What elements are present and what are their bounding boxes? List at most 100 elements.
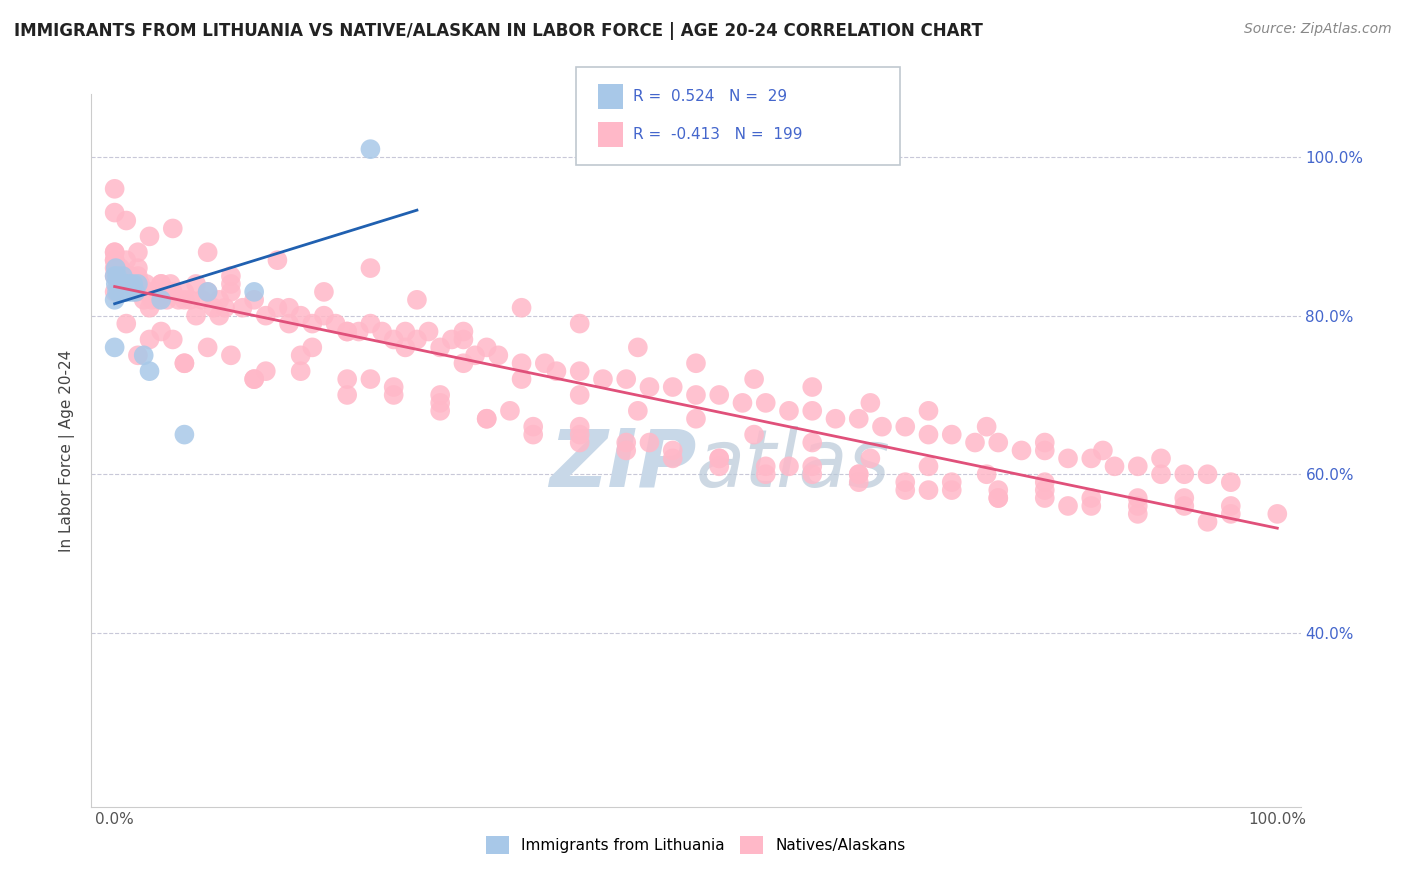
Point (290, 348, 312, 362)
Point (546, 364, 568, 378)
Point (801, 459, 824, 474)
Point (894, 419, 917, 434)
Point (312, 309, 335, 323)
Point (394, 340, 416, 354)
Point (429, 388, 451, 402)
Point (122, 277, 145, 291)
Y-axis label: In Labor Force | Age 20-24: In Labor Force | Age 20-24 (59, 350, 76, 551)
Text: atlas: atlas (696, 425, 891, 504)
Point (1080, 451, 1102, 466)
Point (173, 427, 195, 442)
Point (336, 388, 359, 402)
Point (191, 293, 214, 307)
Point (127, 261, 149, 276)
Point (917, 459, 939, 474)
Point (104, 293, 127, 307)
Point (138, 301, 160, 315)
Point (184, 309, 207, 323)
Point (709, 451, 731, 466)
Point (359, 261, 381, 276)
Point (848, 467, 870, 482)
Point (592, 372, 614, 386)
Point (778, 404, 800, 418)
Point (1091, 443, 1114, 458)
Point (685, 356, 707, 370)
Point (1033, 475, 1056, 490)
Point (143, 285, 166, 299)
Point (219, 277, 242, 291)
Point (429, 396, 451, 410)
Point (917, 404, 939, 418)
Point (121, 285, 143, 299)
Point (1150, 467, 1173, 482)
Point (755, 459, 778, 474)
Point (112, 277, 135, 291)
Point (1033, 435, 1056, 450)
Point (1033, 483, 1056, 497)
Point (917, 427, 939, 442)
Point (709, 459, 731, 474)
Point (115, 268, 138, 283)
Point (104, 205, 127, 219)
Point (755, 396, 778, 410)
Point (127, 245, 149, 260)
Point (1126, 499, 1149, 513)
Point (685, 388, 707, 402)
Point (1197, 515, 1219, 529)
Point (152, 285, 174, 299)
Point (533, 356, 555, 370)
Point (214, 301, 236, 315)
Point (115, 253, 138, 268)
Point (1219, 499, 1241, 513)
Point (1219, 475, 1241, 490)
Point (510, 356, 533, 370)
Point (614, 443, 637, 458)
Point (111, 285, 132, 299)
Point (568, 317, 591, 331)
Point (138, 285, 160, 299)
Point (638, 435, 661, 450)
Point (104, 268, 127, 283)
Point (1219, 507, 1241, 521)
Point (173, 293, 195, 307)
Point (440, 333, 463, 347)
Text: R =  0.524   N =  29: R = 0.524 N = 29 (633, 89, 787, 103)
Point (976, 467, 998, 482)
Text: ZIP: ZIP (548, 425, 696, 504)
Point (254, 364, 277, 378)
Point (1057, 451, 1080, 466)
Point (709, 388, 731, 402)
Point (661, 443, 683, 458)
Point (801, 380, 824, 394)
Point (1033, 491, 1056, 505)
Point (475, 411, 498, 425)
Point (138, 229, 160, 244)
Point (111, 268, 134, 283)
Point (202, 301, 225, 315)
Point (173, 285, 195, 299)
Point (150, 293, 173, 307)
Point (510, 301, 533, 315)
Point (266, 253, 288, 268)
Point (801, 467, 824, 482)
Point (627, 340, 650, 354)
Point (429, 340, 451, 354)
Point (848, 411, 870, 425)
Point (859, 451, 882, 466)
Point (568, 419, 591, 434)
Point (382, 380, 405, 394)
Point (266, 301, 288, 315)
Point (301, 340, 323, 354)
Point (138, 364, 160, 378)
Point (1173, 491, 1195, 505)
Point (394, 325, 416, 339)
Point (135, 277, 157, 291)
Point (138, 333, 160, 347)
Point (801, 435, 824, 450)
Point (522, 419, 544, 434)
Point (848, 475, 870, 490)
Point (870, 419, 893, 434)
Point (742, 427, 765, 442)
Point (347, 325, 370, 339)
Point (1197, 467, 1219, 482)
